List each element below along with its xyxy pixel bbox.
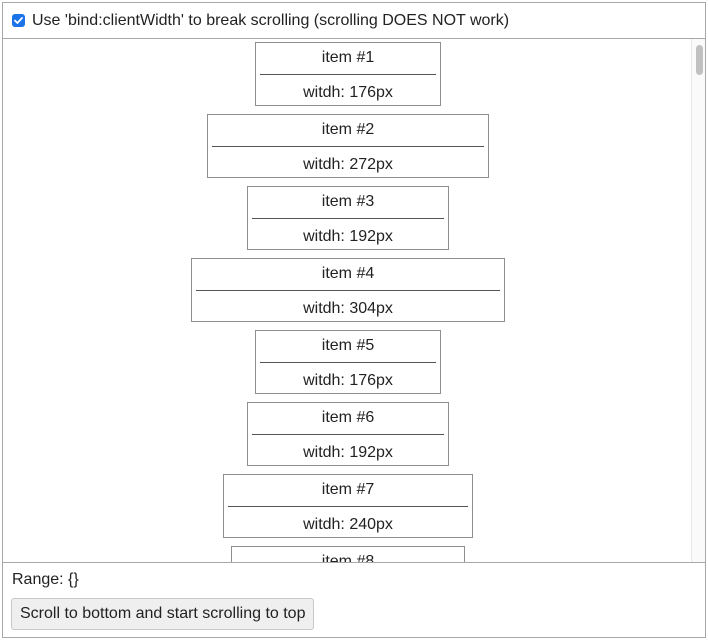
- list-item: item #1 witdh: 176px: [255, 42, 441, 106]
- options-bar: Use 'bind:clientWidth' to break scrollin…: [3, 3, 705, 39]
- checkbox-label[interactable]: Use 'bind:clientWidth' to break scrollin…: [32, 11, 510, 29]
- checkmark-icon: [14, 17, 23, 24]
- item-label: item #8: [321, 553, 375, 563]
- item-divider: [260, 362, 436, 363]
- item-divider: [196, 290, 500, 291]
- vertical-scrollbar[interactable]: [691, 39, 705, 562]
- scroll-to-bottom-button[interactable]: Scroll to bottom and start scrolling to …: [11, 598, 315, 630]
- item-width-text: witdh: 176px: [303, 372, 393, 389]
- item-divider: [252, 218, 444, 219]
- list-item: item #2 witdh: 272px: [207, 114, 489, 178]
- item-label: item #6: [321, 409, 375, 426]
- item-label: item #1: [321, 49, 375, 66]
- item-label: item #7: [321, 481, 375, 498]
- list-item: item #8: [231, 546, 465, 563]
- item-width-text: witdh: 176px: [303, 84, 393, 101]
- item-divider: [252, 434, 444, 435]
- item-label: item #5: [321, 337, 375, 354]
- item-label: item #2: [321, 121, 375, 138]
- item-width-text: witdh: 192px: [303, 228, 393, 245]
- list-item: item #4 witdh: 304px: [191, 258, 505, 322]
- list-item: item #7 witdh: 240px: [223, 474, 473, 538]
- range-text: Range: {}: [12, 571, 79, 588]
- list-item: item #5 witdh: 176px: [255, 330, 441, 394]
- item-label: item #3: [321, 193, 375, 210]
- list-item: item #6 witdh: 192px: [247, 402, 449, 466]
- item-width-text: witdh: 240px: [303, 516, 393, 533]
- item-width-text: witdh: 304px: [303, 300, 393, 317]
- scrollbar-thumb[interactable]: [696, 45, 703, 75]
- item-divider: [212, 146, 484, 147]
- item-width-text: witdh: 192px: [303, 444, 393, 461]
- list-item: item #3 witdh: 192px: [247, 186, 449, 250]
- item-width-text: witdh: 272px: [303, 156, 393, 173]
- item-divider: [228, 506, 468, 507]
- item-divider: [260, 74, 436, 75]
- item-label: item #4: [321, 265, 375, 282]
- bind-clientwidth-checkbox[interactable]: [12, 14, 25, 27]
- virtual-list-viewport[interactable]: item #1 witdh: 176px item #2 witdh: 272p…: [3, 39, 705, 563]
